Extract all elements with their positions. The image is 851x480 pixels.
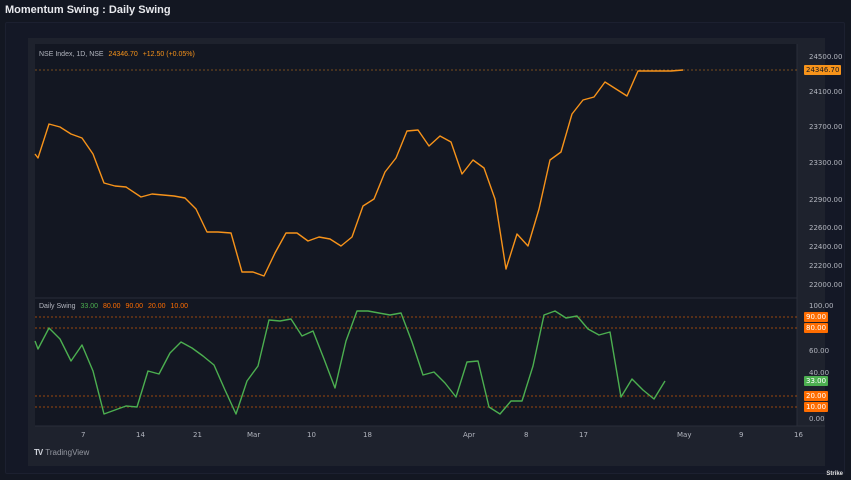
y-tick: 22600.00 <box>809 224 843 232</box>
price-legend: NSE Index, 1D, NSE 24346.70 +12.50 (+0.0… <box>39 51 198 58</box>
price-change: +12.50 (+0.05%) <box>142 51 195 58</box>
symbol-label: NSE Index, 1D, NSE <box>39 51 104 58</box>
x-tick: 21 <box>193 431 202 439</box>
current-value-badge: 33.00 <box>804 376 829 386</box>
level-badge-20: 20.00 <box>804 391 829 401</box>
level-badge-80: 80.00 <box>804 323 829 333</box>
x-tick: 16 <box>794 431 803 439</box>
tradingview-logo-text: TradingView <box>45 448 90 457</box>
price-line <box>34 69 684 277</box>
indicator-legend: Daily Swing 33.00 80.00 90.00 20.00 10.0… <box>39 303 191 310</box>
tradingview-logo-icon: TV <box>34 448 43 457</box>
x-tick: Apr <box>463 431 476 439</box>
level-20: 20.00 <box>147 303 166 310</box>
y-tick: 24100.00 <box>809 88 843 96</box>
level-badge-90: 90.00 <box>804 312 829 322</box>
y-tick: 23700.00 <box>809 123 843 131</box>
level-badge-10: 10.00 <box>804 402 829 412</box>
swing-line <box>34 310 666 415</box>
page-title: Momentum Swing : Daily Swing <box>5 4 171 16</box>
x-tick: 9 <box>739 431 744 439</box>
x-tick: 17 <box>579 431 588 439</box>
x-tick: May <box>677 431 692 439</box>
strike-watermark: Strike <box>826 471 843 477</box>
x-tick: 14 <box>136 431 145 439</box>
y-tick: 60.00 <box>809 347 830 355</box>
y-tick: 22900.00 <box>809 196 843 204</box>
indicator-value: 33.00 <box>80 303 99 310</box>
y-tick: 100.00 <box>809 302 834 310</box>
level-10: 10.00 <box>170 303 188 310</box>
last-price-badge: 24346.70 <box>804 65 842 75</box>
y-tick: 24500.00 <box>809 53 843 61</box>
x-tick: 18 <box>363 431 372 439</box>
x-tick: 10 <box>307 431 316 439</box>
indicator-name: Daily Swing <box>39 303 76 310</box>
x-tick: 8 <box>524 431 529 439</box>
x-tick: 7 <box>81 431 86 439</box>
chart-area[interactable] <box>35 44 797 426</box>
x-tick: Mar <box>247 431 261 439</box>
level-90: 90.00 <box>125 303 144 310</box>
y-tick: 40.00 <box>809 369 830 377</box>
y-tick: 0.00 <box>809 415 825 423</box>
tradingview-logo[interactable]: TV TradingView <box>34 448 89 457</box>
level-lines <box>35 316 797 408</box>
last-price: 24346.70 <box>108 51 138 58</box>
y-tick: 22200.00 <box>809 262 843 270</box>
y-tick: 22400.00 <box>809 243 843 251</box>
level-80: 80.00 <box>103 303 121 310</box>
y-tick: 23300.00 <box>809 159 843 167</box>
y-tick: 22000.00 <box>809 281 843 289</box>
